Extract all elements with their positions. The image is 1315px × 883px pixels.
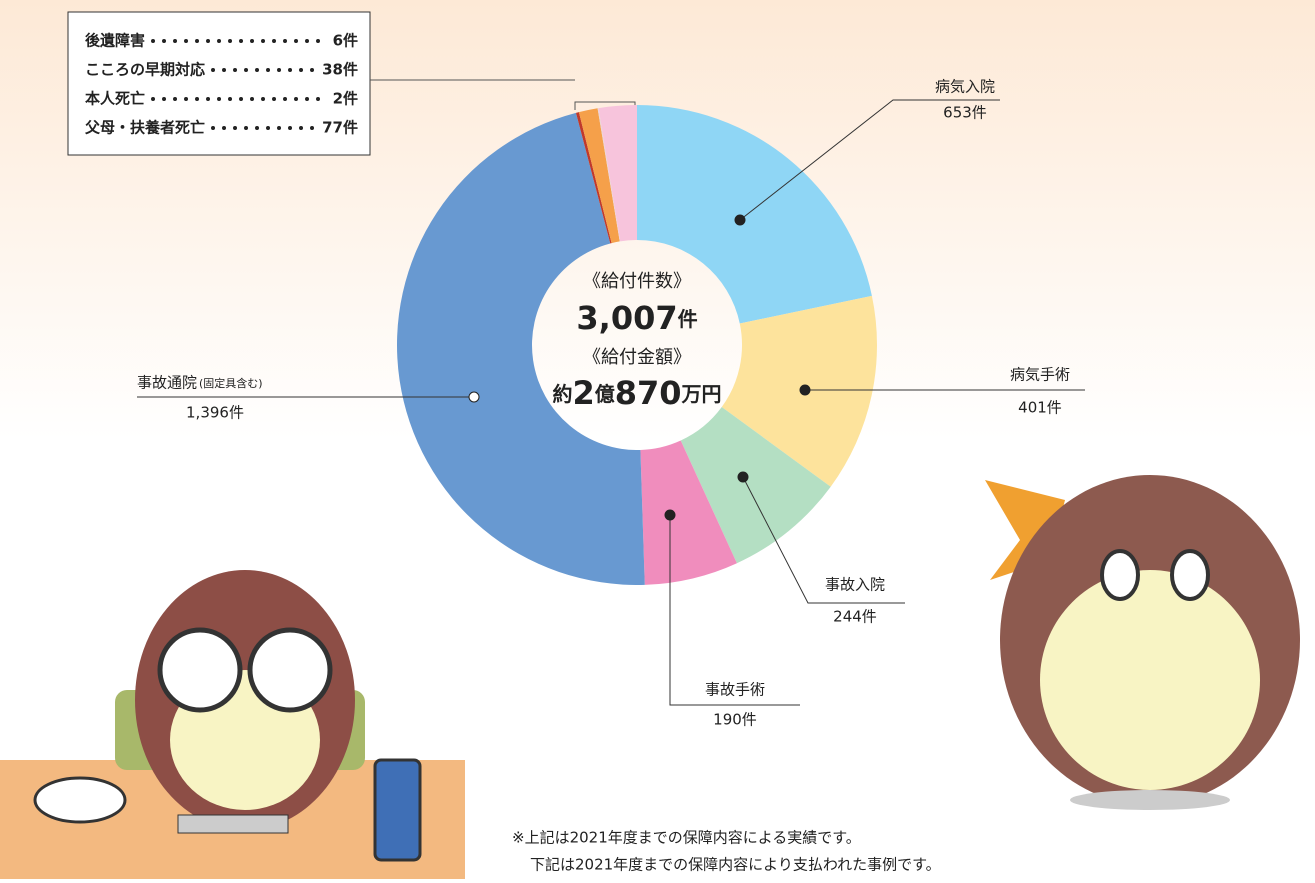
value-label: 6件 [333,32,358,50]
center-label: 《給付件数》 [583,271,691,292]
marker-dot [735,215,745,225]
value-label: 1,396件 [186,404,244,422]
footnote: 下記は2021年度までの保障内容により支払われた事例です。 [530,856,941,874]
value-label: 190件 [713,711,757,729]
category-label: 本人死亡 [85,90,145,108]
category-label: 病気入院 [935,78,995,96]
value-label: 77件 [322,119,358,137]
value-label: 653件 [943,104,987,122]
value-label: 38件 [322,61,358,79]
footnote: ※上記は2021年度までの保障内容による実績です。 [512,829,861,847]
value-label: 2件 [333,90,358,108]
marker-dot [665,510,675,520]
category-label: 後遺障害 [84,32,145,50]
center-value-part: 億 [595,382,615,406]
center-value-part: 万円 [681,382,722,406]
category-label: 事故通院 [137,374,197,392]
marker-dot [800,385,810,395]
center-value-part: 件 [678,307,698,331]
center-value-part: 約 [552,382,572,406]
category-note: (固定具含む) [199,376,263,390]
category-label: 父母・扶養者死亡 [84,119,205,137]
marker-dot [738,472,748,482]
marker-dot [469,392,479,402]
category-label: 事故手術 [705,681,765,699]
value-label: 244件 [833,608,877,626]
center-value-part: 3,007 [576,299,677,337]
category-label: 事故入院 [825,576,885,594]
center-value-part: 870 [615,374,682,412]
value-label: 401件 [1018,399,1062,417]
center-label: 《給付金額》 [583,347,691,368]
category-label: こころの早期対応 [85,61,205,79]
page: ※上記は2021年度までの保障内容による実績です。 下記は2021年度までの保障… [0,0,1315,879]
center-value-part: 2 [572,374,594,412]
category-label: 病気手術 [1010,366,1070,384]
